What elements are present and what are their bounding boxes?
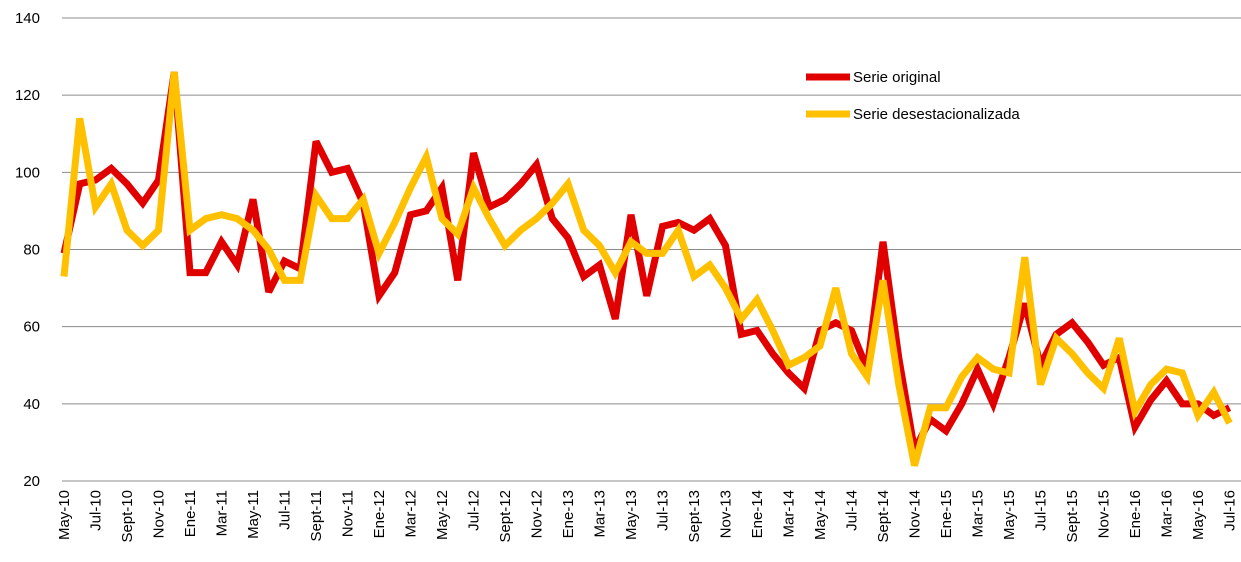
x-tick-label: May-11 (245, 490, 262, 539)
legend-label: Serie original (853, 69, 941, 86)
x-tick-label: Jul-11 (277, 490, 294, 530)
x-tick-label: Sept-11 (308, 490, 325, 541)
x-tick-label: Nov-13 (718, 490, 735, 538)
y-tick-label: 20 (23, 473, 40, 490)
x-tick-label: Sept-12 (497, 490, 514, 543)
x-tick-label: Jul-15 (1033, 490, 1050, 531)
x-tick-label: Mar-13 (592, 490, 609, 538)
x-tick-label: Jul-13 (655, 490, 672, 531)
y-tick-label: 60 (23, 319, 40, 336)
x-tick-label: Sept-15 (1064, 490, 1081, 543)
x-tick-label: Sept-14 (875, 490, 892, 543)
x-tick-label: Jul-10 (88, 490, 105, 531)
x-tick-label: Nov-15 (1096, 490, 1113, 538)
y-tick-label: 140 (15, 10, 40, 27)
y-tick-label: 80 (23, 242, 40, 259)
x-tick-label: May-13 (623, 490, 640, 540)
x-tick-label: Mar-11 (214, 490, 231, 536)
x-tick-label: Mar-14 (781, 490, 798, 538)
x-tick-label: May-15 (1001, 490, 1018, 540)
x-tick-label: May-16 (1190, 490, 1207, 540)
x-tick-label: May-14 (812, 490, 829, 540)
x-tick-label: Ene-11 (182, 490, 199, 537)
y-tick-label: 100 (15, 164, 40, 181)
x-tick-label: Mar-12 (403, 490, 420, 538)
x-tick-label: Jul-14 (844, 490, 861, 531)
x-tick-label: Ene-14 (749, 490, 766, 538)
y-tick-label: 120 (15, 87, 40, 104)
x-tick-label: Jul-12 (466, 490, 483, 531)
x-tick-label: Sept-10 (119, 490, 136, 543)
x-tick-label: Ene-12 (371, 490, 388, 538)
x-tick-label: May-12 (434, 490, 451, 540)
x-tick-label: Nov-11 (340, 490, 357, 537)
series-line (60, 71, 1233, 467)
legend-label: Serie desestacionalizada (853, 106, 1020, 123)
series-line (60, 71, 1232, 452)
x-tick-label: Ene-13 (560, 490, 577, 538)
x-tick-label: Sept-13 (686, 490, 703, 543)
x-tick-label: Mar-15 (970, 490, 987, 538)
x-tick-label: Nov-10 (151, 490, 168, 538)
x-tick-label: Ene-16 (1127, 490, 1144, 538)
x-tick-label: Ene-15 (938, 490, 955, 538)
x-tick-label: Nov-14 (907, 490, 924, 538)
x-tick-label: Jul-16 (1222, 490, 1239, 531)
y-tick-label: 40 (23, 396, 40, 413)
x-tick-label: Mar-16 (1159, 490, 1176, 538)
x-tick-label: Nov-12 (529, 490, 546, 538)
x-tick-label: May-10 (56, 490, 73, 540)
